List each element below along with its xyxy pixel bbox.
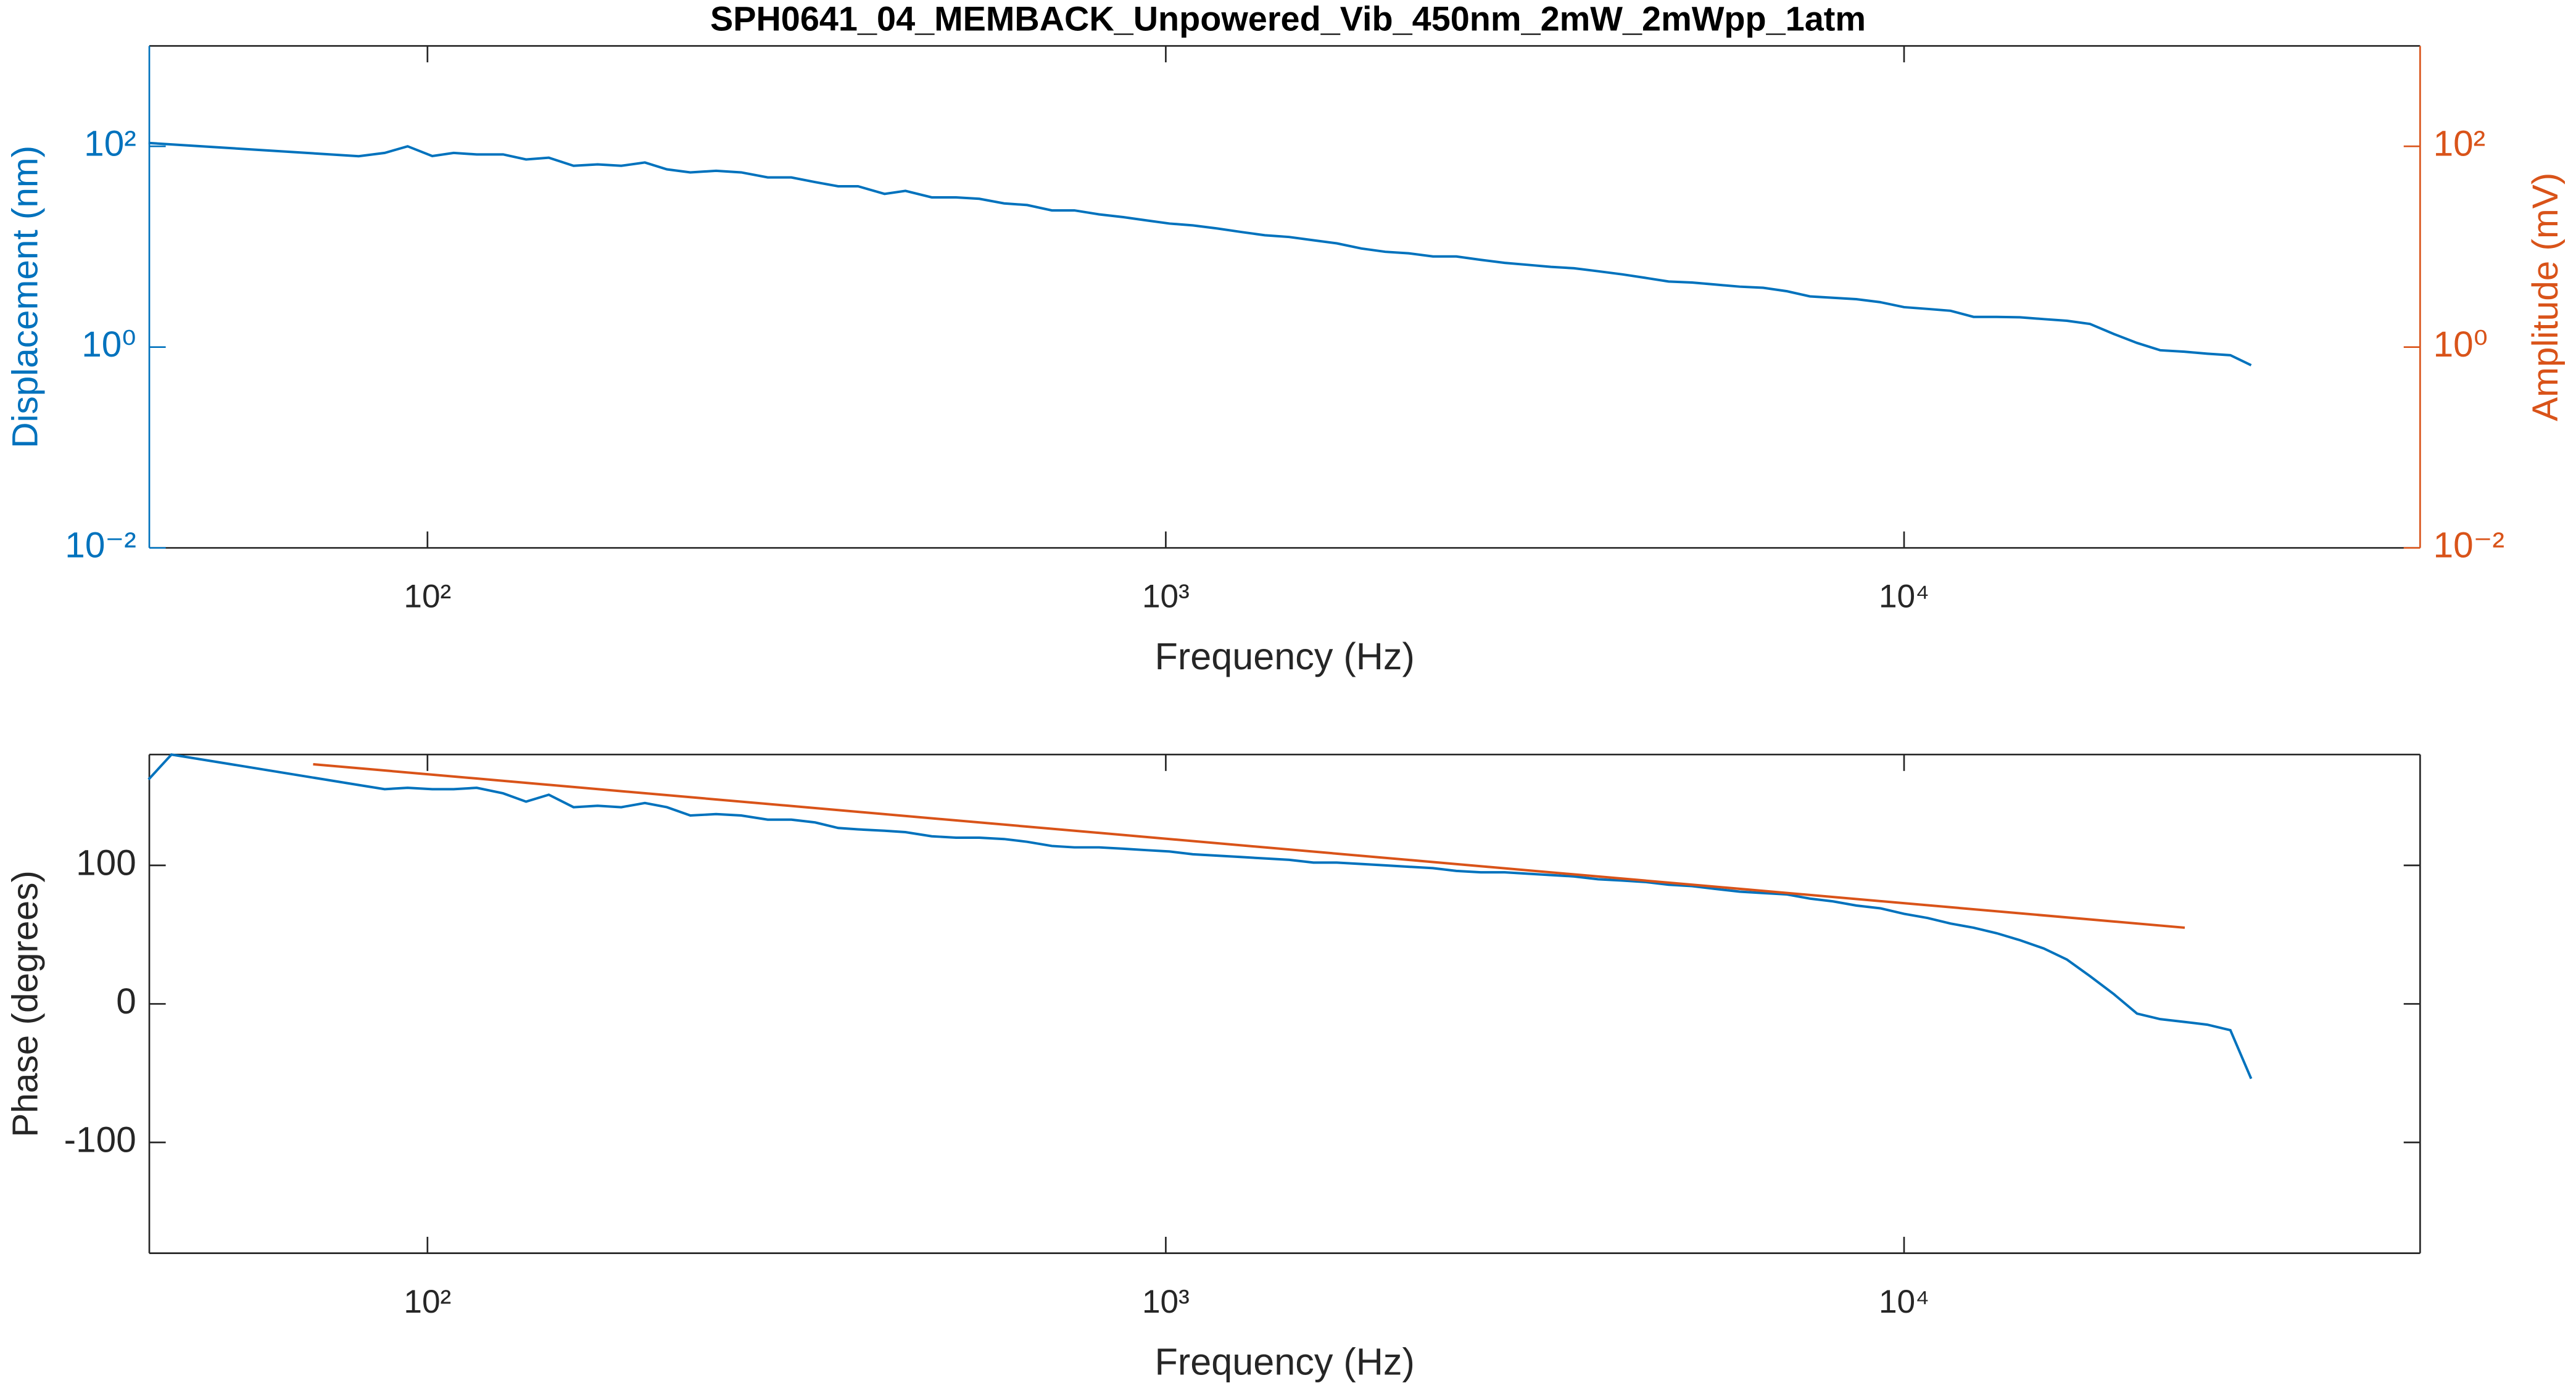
x-axis-label: Frequency (Hz) [1154, 635, 1414, 677]
y-axis-label: Phase (degrees) [6, 870, 46, 1137]
x-axis-label: Frequency (Hz) [1154, 1341, 1414, 1383]
x-tick-label: 10² [404, 579, 451, 615]
x-tick-label: 10³ [1142, 579, 1190, 615]
y-tick-label: -100 [64, 1120, 136, 1160]
y2-tick-label: 10² [2433, 124, 2486, 164]
y2-tick-label: 10⁰ [2433, 324, 2488, 365]
chart-title: SPH0641_04_MEMBACK_Unpowered_Vib_450nm_2… [710, 0, 1866, 38]
x-tick-label: 10³ [1142, 1284, 1190, 1320]
y-tick-label: 0 [116, 981, 136, 1022]
y-tick-label: 10⁻² [65, 526, 136, 566]
y-tick-label: 100 [76, 843, 136, 883]
y-tick-label: 10² [84, 124, 136, 164]
data-line [313, 762, 2185, 929]
y2-axis-label: Amplitude (mV) [2525, 173, 2566, 421]
y-axis-label: Displacement (nm) [6, 146, 46, 448]
y2-tick-label: 10⁻² [2433, 526, 2504, 566]
x-tick-label: 10⁴ [1879, 579, 1929, 615]
x-tick-label: 10² [404, 1284, 451, 1320]
x-tick-label: 10⁴ [1879, 1284, 1929, 1320]
y-tick-label: 10⁰ [81, 324, 136, 365]
data-line [147, 753, 2253, 1079]
data-line [148, 141, 2252, 366]
